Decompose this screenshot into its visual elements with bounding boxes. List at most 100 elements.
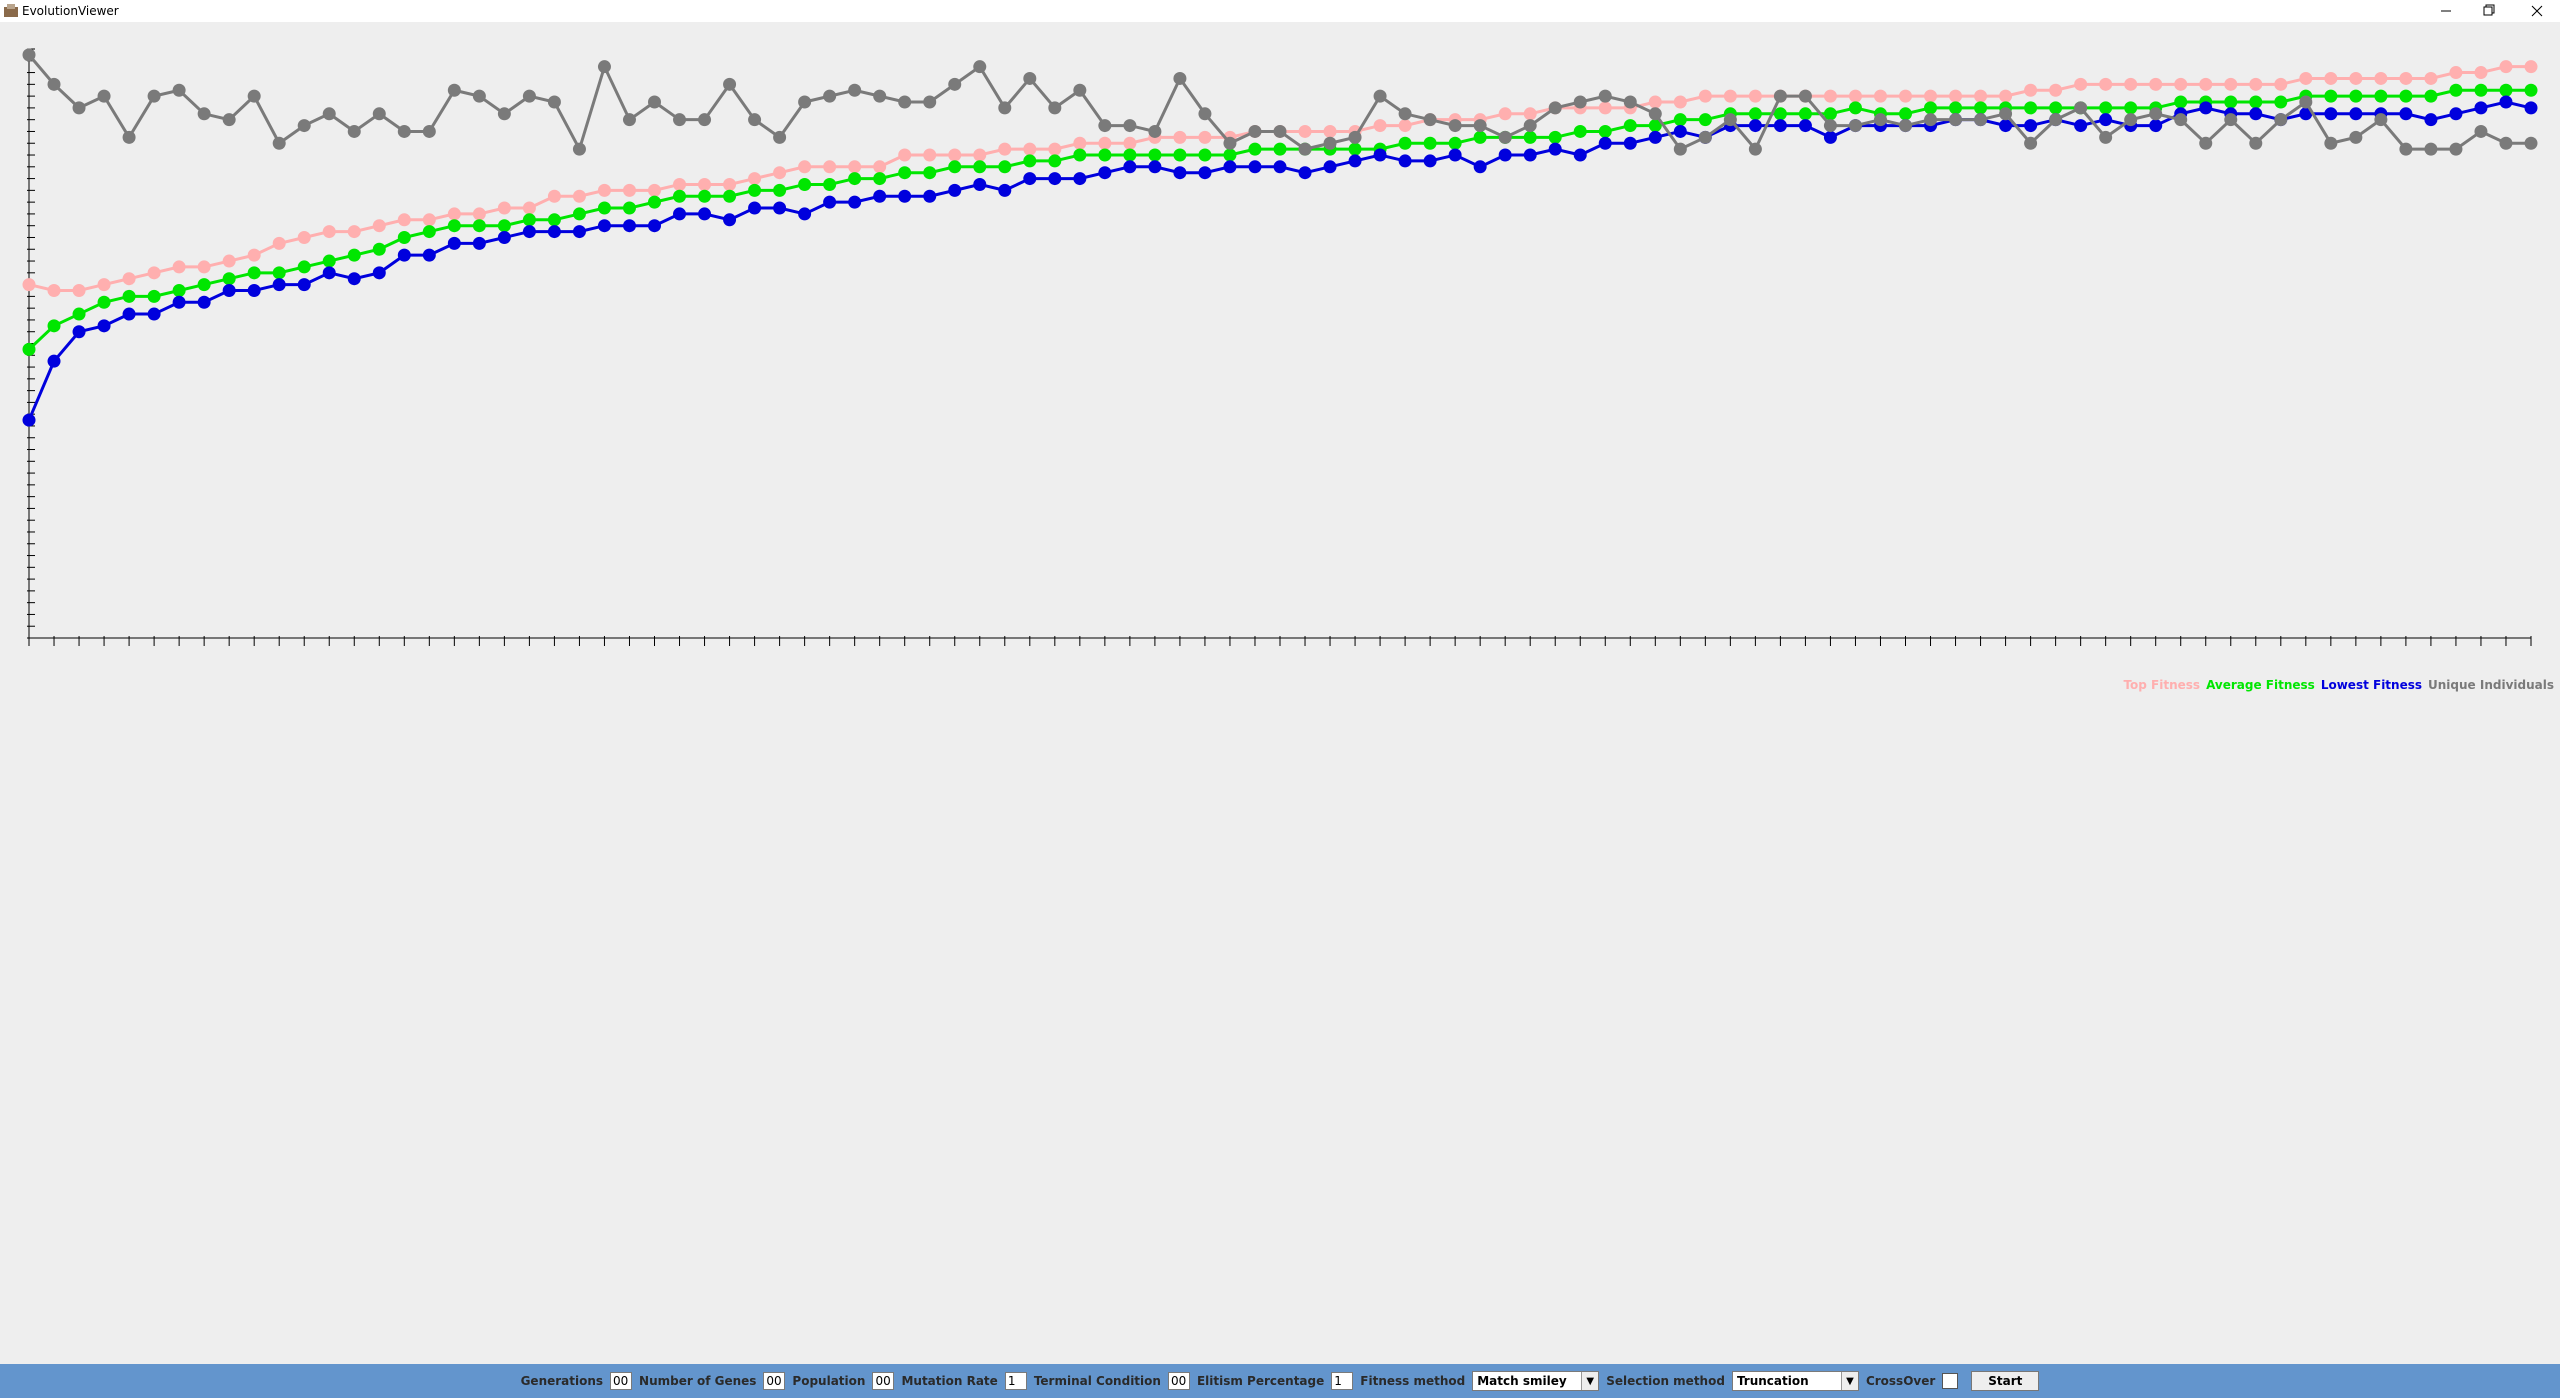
data-point: [47, 354, 61, 368]
data-point: [1423, 136, 1437, 150]
data-point: [2274, 113, 2288, 127]
data-point: [1398, 136, 1412, 150]
data-point: [372, 266, 386, 280]
data-point: [2524, 83, 2538, 97]
data-point: [322, 266, 336, 280]
data-point: [948, 160, 962, 174]
data-point: [2449, 83, 2463, 97]
data-point: [1298, 124, 1312, 138]
data-point: [2099, 113, 2113, 127]
data-point: [572, 225, 586, 239]
data-point: [1598, 136, 1612, 150]
dropdown-arrow[interactable]: ▼: [1840, 1372, 1858, 1390]
data-point: [1773, 107, 1787, 121]
data-point: [1348, 142, 1362, 156]
data-point: [2224, 113, 2238, 127]
data-point: [1098, 166, 1112, 180]
data-point: [2249, 95, 2263, 109]
data-point: [1098, 148, 1112, 162]
data-point: [497, 219, 511, 233]
start-button[interactable]: Start: [1971, 1371, 2040, 1391]
data-point: [1974, 101, 1988, 115]
restore[interactable]: [2483, 4, 2495, 16]
data-point: [72, 101, 86, 115]
data-point: [2199, 136, 2213, 150]
data-point: [798, 95, 812, 109]
checkbox[interactable]: [1942, 1373, 1959, 1389]
data-point: [522, 201, 536, 215]
data-point: [2274, 95, 2288, 109]
data-point: [2374, 113, 2388, 127]
window-title: EvolutionViewer: [22, 4, 119, 18]
legend-entry: Top Fitness: [2123, 678, 2201, 692]
text-field[interactable]: 00: [1167, 1372, 1190, 1390]
data-point: [522, 89, 536, 103]
data-point: [247, 89, 261, 103]
data-point: [22, 413, 36, 427]
data-point: [1148, 124, 1162, 138]
data-point: [247, 248, 261, 262]
data-point: [2499, 83, 2513, 97]
data-point: [2499, 60, 2513, 74]
data-point: [1373, 119, 1387, 133]
text-field[interactable]: 00: [610, 1372, 633, 1390]
data-point: [2074, 77, 2088, 91]
data-point: [1598, 89, 1612, 103]
dropdown-arrow[interactable]: ▼: [1581, 1372, 1599, 1390]
data-point: [798, 177, 812, 191]
data-point: [1523, 107, 1537, 121]
data-point: [2399, 142, 2413, 156]
data-point: [1048, 154, 1062, 168]
data-point: [172, 295, 186, 309]
window-buttons[interactable]: [2420, 0, 2560, 22]
data-point: [1273, 160, 1287, 174]
data-point: [1448, 136, 1462, 150]
data-point: [2124, 101, 2138, 115]
data-point: [1023, 154, 1037, 168]
data-point: [723, 77, 737, 91]
data-point: [1648, 130, 1662, 144]
data-point: [497, 107, 511, 121]
data-point: [823, 195, 837, 209]
text-field[interactable]: 00: [872, 1372, 895, 1390]
data-point: [673, 177, 687, 191]
data-point: [1423, 113, 1437, 127]
dropdown[interactable]: Truncation ▼: [1731, 1371, 1859, 1391]
close[interactable]: [2531, 5, 2543, 17]
data-point: [622, 183, 636, 197]
control-bar: Generations 00 Number of Genes 00 Population…: [0, 1364, 2560, 1398]
data-point: [823, 177, 837, 191]
data-point: [372, 107, 386, 121]
data-point: [873, 89, 887, 103]
data-point: [1223, 160, 1237, 174]
data-point: [372, 219, 386, 233]
data-point: [1498, 148, 1512, 162]
data-point: [1223, 148, 1237, 162]
data-point: [973, 60, 987, 74]
data-point: [1323, 160, 1337, 174]
data-point: [1723, 89, 1737, 103]
data-point: [2099, 77, 2113, 91]
data-point: [1098, 119, 1112, 133]
data-point: [848, 83, 862, 97]
data-point: [2499, 95, 2513, 109]
data-point: [1198, 130, 1212, 144]
data-point: [998, 142, 1012, 156]
data-point: [2074, 119, 2088, 133]
data-point: [2024, 136, 2038, 150]
data-point: [72, 307, 86, 321]
data-point: [122, 272, 136, 286]
text-field[interactable]: 1: [1004, 1372, 1027, 1390]
app-icon: [4, 4, 18, 17]
data-point: [1348, 154, 1362, 168]
text-field[interactable]: 00: [763, 1372, 786, 1390]
data-point: [1323, 124, 1337, 138]
text-field[interactable]: 1: [1331, 1372, 1354, 1390]
data-point: [1748, 142, 1762, 156]
dropdown[interactable]: Match smiley ▼: [1472, 1371, 1600, 1391]
data-point: [497, 230, 511, 244]
data-point: [2174, 113, 2188, 127]
data-point: [2399, 71, 2413, 85]
data-point: [1924, 89, 1938, 103]
data-point: [648, 183, 661, 197]
